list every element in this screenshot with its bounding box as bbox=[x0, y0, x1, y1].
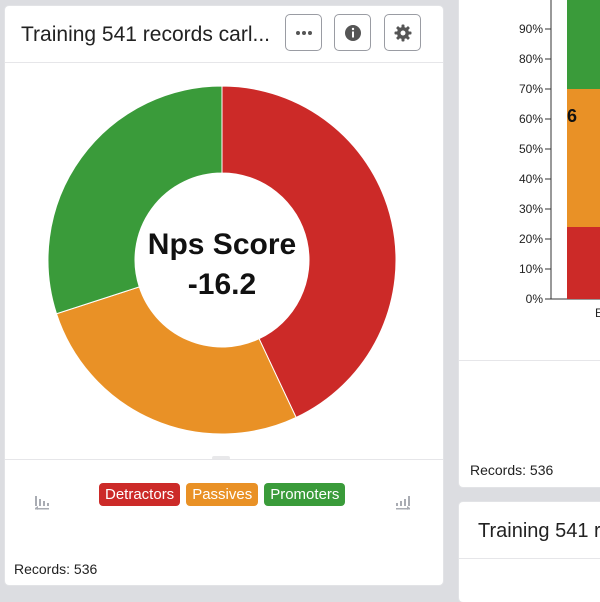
card-title: Training 541 records carl... bbox=[21, 23, 270, 46]
records-count: Records: 536 bbox=[14, 561, 98, 577]
bar-value-label: 6 bbox=[567, 106, 577, 126]
info-button[interactable] bbox=[334, 14, 371, 51]
settings-button[interactable] bbox=[384, 14, 421, 51]
info-icon bbox=[345, 25, 361, 41]
card-header: Training 541 records carl... bbox=[5, 6, 443, 63]
y-tick-label: 60% bbox=[519, 112, 543, 126]
records-count: Records: 536 bbox=[470, 462, 554, 478]
y-tick-label: 10% bbox=[519, 262, 543, 276]
y-tick-label: 70% bbox=[519, 82, 543, 96]
sort-descending-icon[interactable] bbox=[33, 494, 51, 512]
donut-slice-detractors[interactable] bbox=[221, 85, 397, 419]
resize-grip[interactable] bbox=[212, 456, 230, 460]
y-tick-label: 0% bbox=[526, 292, 544, 306]
y-tick-label: 40% bbox=[519, 172, 543, 186]
nps-score-label: Nps Score bbox=[148, 228, 296, 261]
y-tick-label: 80% bbox=[519, 52, 543, 66]
x-tick-label: E bbox=[595, 306, 600, 320]
y-tick-label: 50% bbox=[519, 142, 543, 156]
bar-segment-detractors[interactable] bbox=[567, 227, 600, 299]
y-tick-label: 30% bbox=[519, 202, 543, 216]
donut-slice-passives[interactable] bbox=[55, 286, 297, 435]
bar-segment-promoters[interactable] bbox=[567, 0, 600, 89]
card-title: Training 541 r bbox=[478, 520, 600, 542]
nps-score-value: -16.2 bbox=[188, 268, 256, 301]
stacked-bar-chart: 90% 80% 70% 60% 50% 40% 30% 20% 10% 0% 6 E bbox=[519, 0, 600, 320]
legend-item-promoters[interactable]: Promoters bbox=[264, 483, 346, 506]
y-tick-label: 20% bbox=[519, 232, 543, 246]
widget-card: Training 541 r bbox=[459, 502, 600, 602]
divider bbox=[5, 459, 443, 460]
donut-slice-promoters[interactable] bbox=[47, 85, 223, 315]
ellipsis-icon bbox=[296, 31, 312, 35]
chart-legend: Detractors Passives Promoters bbox=[99, 483, 351, 506]
divider bbox=[459, 558, 600, 559]
sort-ascending-icon[interactable] bbox=[394, 494, 412, 512]
y-tick-label: 90% bbox=[519, 22, 543, 36]
stacked-bar-widget-card: 90% 80% 70% 60% 50% 40% 30% 20% 10% 0% 6 E Record… bbox=[459, 0, 600, 487]
legend-item-detractors[interactable]: Detractors bbox=[99, 483, 181, 506]
nps-donut-chart: Nps Score -16.2 bbox=[47, 85, 397, 435]
nps-widget-card: Training 541 records carl... bbox=[5, 6, 443, 585]
bar-segment-passives[interactable] bbox=[567, 89, 600, 227]
more-options-button[interactable] bbox=[285, 14, 322, 51]
gear-icon bbox=[394, 24, 412, 42]
divider bbox=[459, 360, 600, 361]
legend-item-passives[interactable]: Passives bbox=[186, 483, 259, 506]
